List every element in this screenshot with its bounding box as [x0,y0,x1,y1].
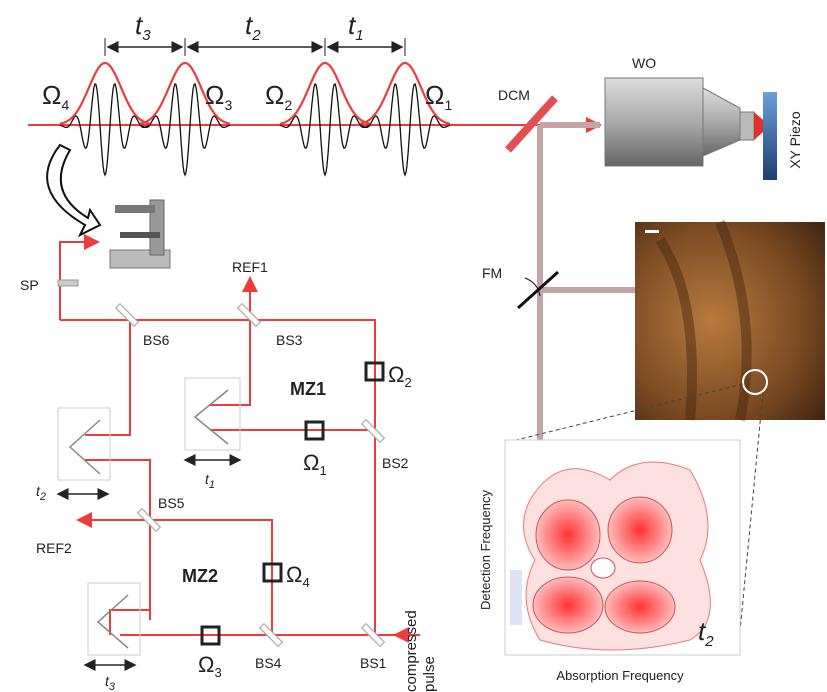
stage-label: t2 [36,483,46,503]
bs-label: BS4 [255,655,282,671]
ref-label: REF2 [36,540,72,556]
delay-label: t2 [245,10,261,44]
microscope-head [115,205,155,213]
detection-beam [540,125,635,440]
stage-label: t3 [105,673,116,692]
delay-stage [88,583,140,655]
objective-lens [740,112,754,140]
retroreflector [98,595,128,648]
stage-label: t1 [205,471,215,491]
wo-label: WO [632,55,656,71]
mz-label: MZ1 [290,379,326,399]
microscope-stage [120,232,160,238]
pulse-label: Ω3 [205,80,232,113]
zoom-line [738,392,763,652]
objective-body [605,78,703,166]
peak [536,500,600,570]
pulse-field [60,84,450,175]
beam [110,610,150,635]
spectral-filter [58,280,78,286]
pulse-label: Ω4 [42,80,69,113]
y-axis-label: Detection Frequency [478,490,493,610]
phase-label: Ω1 [303,450,327,478]
retroreflector [195,390,228,444]
return-arrow [47,145,100,235]
bs-label: BS6 [143,332,170,348]
contour [591,558,615,578]
delay-label: t3 [135,10,151,44]
fm-label: FM [482,265,502,281]
piezo-label: XY Piezo [787,111,803,169]
spectrum-negative [510,570,522,625]
beam [85,320,130,435]
bs-label: BS1 [360,655,387,671]
phase-label: Ω4 [286,562,310,590]
peak [608,497,672,563]
x-axis-label: Absorption Frequency [556,668,684,683]
ref-label: REF1 [232,259,268,275]
delay-stage [58,408,110,480]
phase-label: Ω3 [198,652,222,680]
sp-label: SP [20,277,39,293]
input-label: compressedpulse [403,610,438,692]
bs-label: BS5 [158,495,185,511]
retroreflector [70,420,100,474]
objective-tip [703,88,740,156]
delay-stage [185,378,240,450]
peak [605,581,675,633]
peak [533,577,603,633]
pulse-label: Ω2 [265,80,292,113]
diagram: t3 t2 t1 Ω4 Ω3 Ω2 Ω1 DCM XY Piezo WO FM … [0,0,827,692]
piezo [763,92,777,180]
beam [60,320,375,635]
dcm-label: DCM [498,87,530,103]
bs-label: BS2 [382,455,409,471]
beam-splitter [116,304,139,327]
phase-label: Ω2 [388,362,412,390]
delay-label: t1 [348,10,364,44]
scale-bar [645,230,659,233]
bs-label: BS3 [276,332,303,348]
pulse-label: Ω1 [425,80,452,113]
mz-label: MZ2 [182,566,218,586]
beam [210,320,250,405]
